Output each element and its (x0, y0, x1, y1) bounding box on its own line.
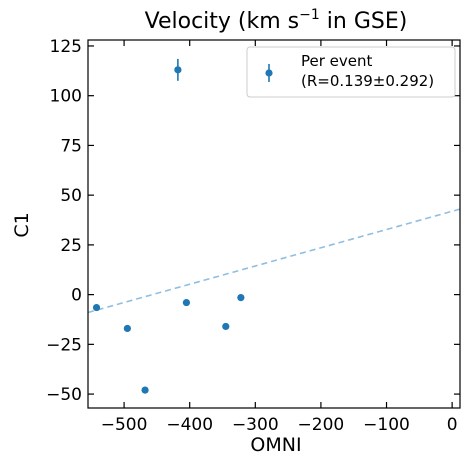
y-tick-label: −25 (46, 335, 82, 355)
x-tick-label: −100 (363, 415, 410, 435)
y-axis-label: C1 (11, 212, 33, 237)
x-tick-label: 0 (447, 415, 458, 435)
chart-title: Velocity (km s−1 in GSE) (145, 7, 408, 34)
y-axis-ticks: −50 −25 0 25 50 75 100 125 (46, 37, 460, 405)
y-tick-label: −50 (46, 385, 82, 405)
data-point (237, 294, 245, 302)
data-point (141, 386, 149, 394)
x-axis-label: OMNI (250, 434, 301, 456)
x-tick-label: −400 (166, 415, 213, 435)
data-point (182, 298, 191, 307)
data-point (92, 303, 101, 312)
data-points (92, 58, 245, 394)
data-point (222, 322, 230, 331)
y-tick-label: 100 (50, 87, 82, 107)
fit-line (87, 208, 461, 314)
data-point (174, 66, 182, 74)
legend-label: Per event (301, 52, 373, 70)
legend-label-line2: (R=0.139±0.292) (301, 72, 434, 90)
plot-frame (87, 39, 461, 409)
y-tick-label: 50 (60, 186, 82, 206)
legend: Per event (R=0.139±0.292) (246, 46, 456, 98)
title-superscript: −1 (299, 7, 320, 23)
x-axis-ticks: −500 −400 −300 −200 −100 0 (101, 40, 458, 435)
x-tick-label: −500 (101, 415, 148, 435)
y-tick-label: 0 (71, 286, 82, 306)
data-point (123, 324, 131, 333)
legend-series-name: Per event (301, 52, 373, 70)
y-tick-label: 125 (50, 37, 82, 57)
plot-area (87, 58, 461, 394)
legend-point (265, 69, 273, 77)
x-tick-label: −300 (232, 415, 279, 435)
y-tick-label: 75 (60, 136, 82, 156)
legend-marker (265, 64, 273, 82)
legend-box (246, 46, 456, 98)
y-tick-label: 25 (60, 236, 82, 256)
legend-correlation: (R=0.139±0.292) (301, 72, 434, 90)
x-tick-label: −200 (298, 415, 345, 435)
